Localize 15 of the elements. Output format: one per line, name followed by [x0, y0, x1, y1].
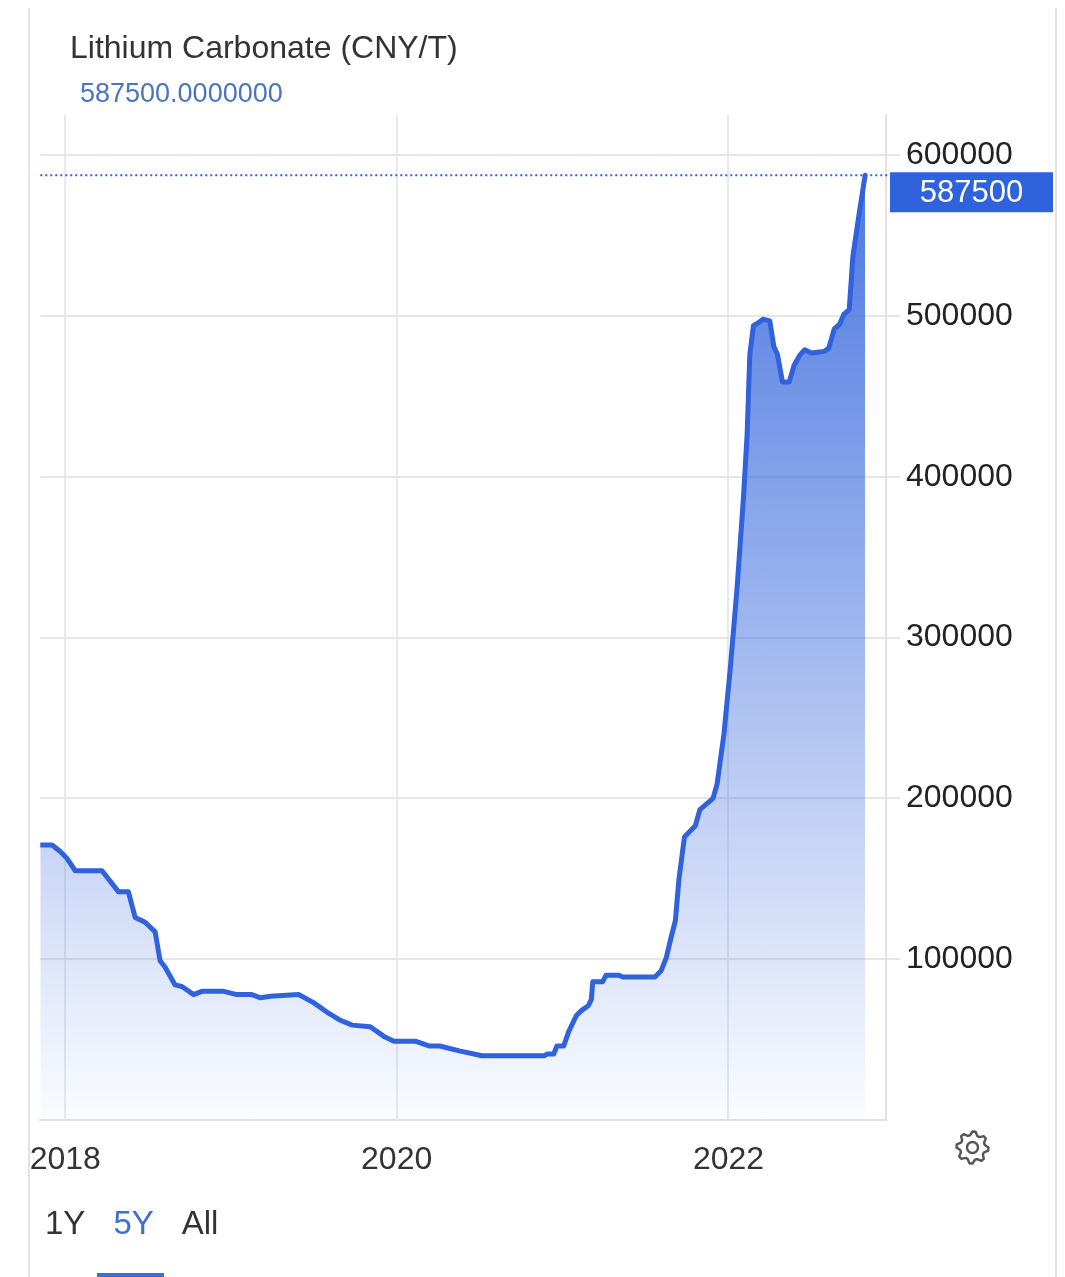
ref-line-label: 587500: [919, 173, 1024, 209]
x-tick-label: 2018: [29, 1140, 101, 1177]
y-tick-label: 100000: [906, 939, 1013, 976]
chart-subtitle: 587500.0000000: [80, 78, 283, 108]
chart-title: Lithium Carbonate (CNY/T): [70, 29, 458, 65]
y-tick-label: 300000: [906, 617, 1013, 654]
y-tick-label: 600000: [906, 135, 1013, 172]
x-tick-label: 2020: [361, 1140, 433, 1177]
range-button[interactable]: 5Y: [113, 1206, 154, 1239]
y-tick-label: 400000: [906, 456, 1013, 493]
x-tick-label: 2022: [692, 1140, 765, 1177]
range-button[interactable]: All: [181, 1206, 219, 1239]
y-tick-label: 500000: [906, 295, 1013, 332]
range-button[interactable]: 1Y: [45, 1206, 86, 1239]
y-tick-label: 200000: [906, 778, 1013, 815]
